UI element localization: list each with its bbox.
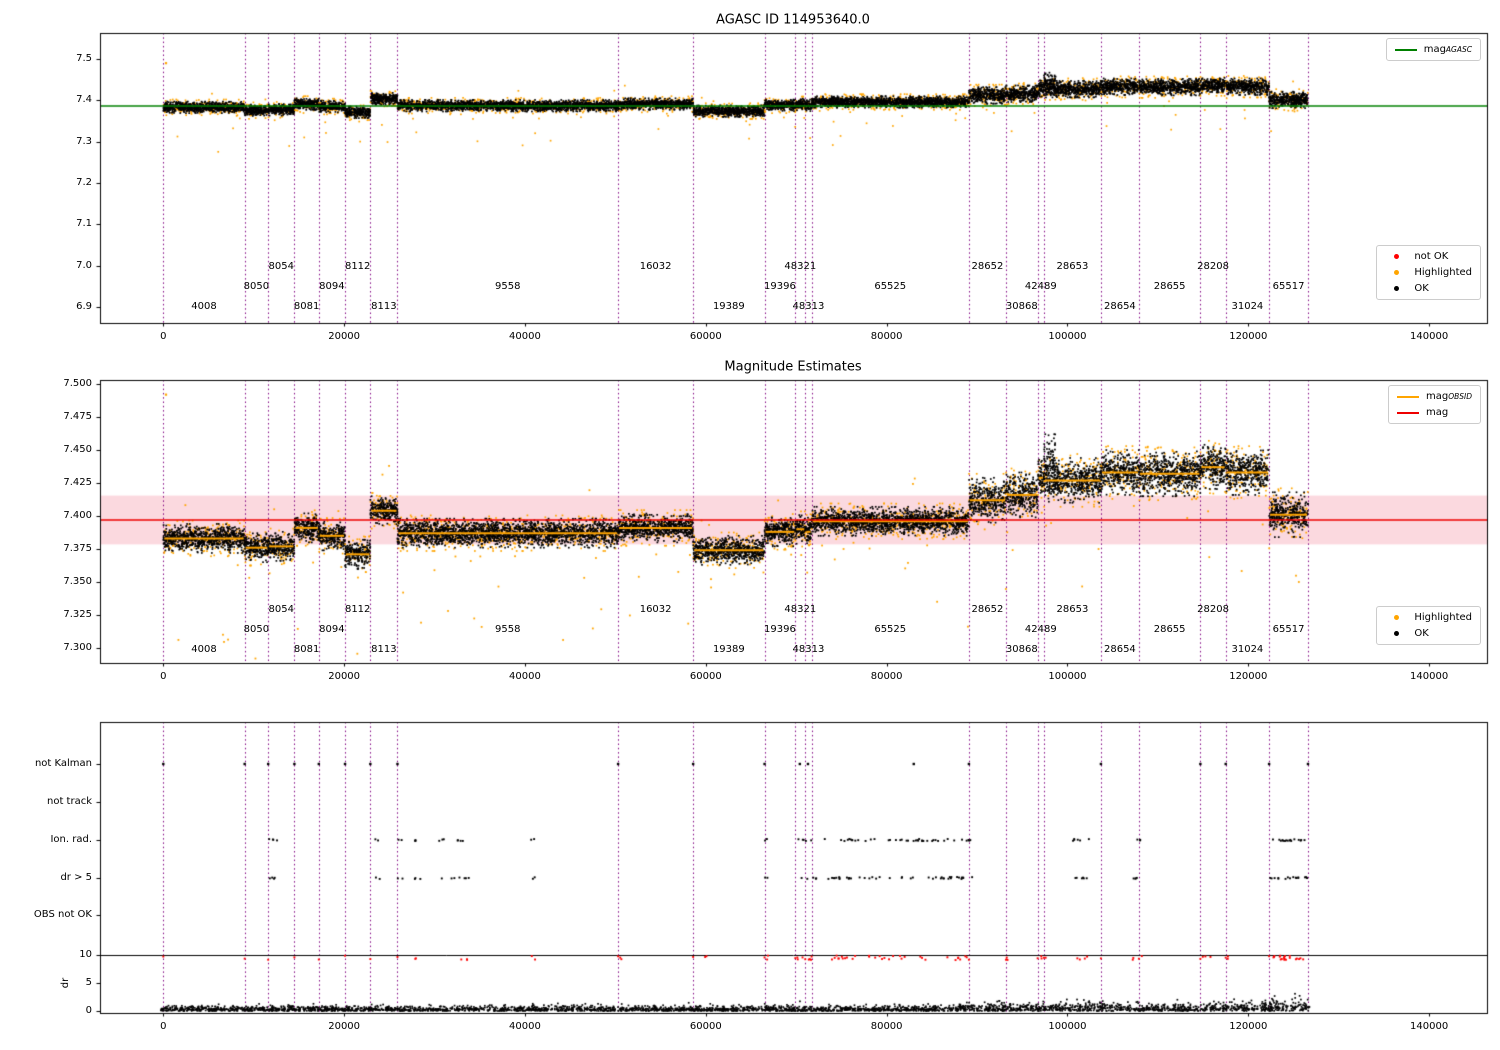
figure: AGASC ID 114953640.0 Magnitude Estimates… — [0, 0, 1500, 1050]
plot-canvas — [0, 0, 1500, 1050]
